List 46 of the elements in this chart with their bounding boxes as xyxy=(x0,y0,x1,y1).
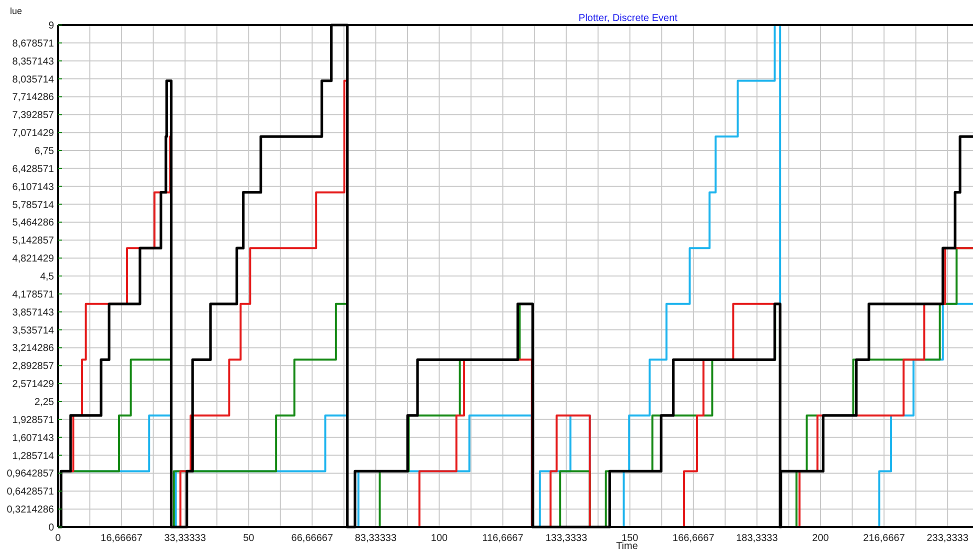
x-tick-label: 133,3333 xyxy=(545,533,588,544)
x-tick-label: 166,6667 xyxy=(672,533,715,544)
x-tick-label: 100 xyxy=(430,533,448,544)
y-tick-label: 1,928571 xyxy=(12,414,54,426)
x-tick-label: 200 xyxy=(812,533,830,544)
y-tick-label: 0,9642857 xyxy=(6,468,54,480)
y-tick-label: 1,607143 xyxy=(12,432,54,444)
y-tick-label: 2,892857 xyxy=(12,361,54,372)
x-tick-label: 83,33333 xyxy=(354,533,397,544)
y-tick-label: 6,75 xyxy=(34,146,54,157)
y-tick-label: 3,857143 xyxy=(12,307,54,318)
y-tick-label: 4,821429 xyxy=(12,254,54,265)
x-tick-label: 183,3333 xyxy=(736,533,778,544)
chart-title: Plotter, Discrete Event xyxy=(578,13,678,24)
y-tick-label: 1,285714 xyxy=(12,450,54,462)
x-tick-label: 33,33333 xyxy=(164,533,206,544)
y-tick-label: 0,3214286 xyxy=(6,504,54,516)
x-tick-label: 233,3333 xyxy=(926,533,969,544)
y-tick-label: 4,178571 xyxy=(12,289,54,300)
y-tick-label: 8,678571 xyxy=(12,38,54,50)
x-tick-label: 116,6667 xyxy=(482,533,524,544)
y-tick-label: 7,714286 xyxy=(12,92,54,104)
y-tick-label: 2,571429 xyxy=(12,379,54,390)
y-tick-label: 8,035714 xyxy=(12,74,54,86)
x-tick-label: 50 xyxy=(243,533,255,544)
y-tick-label: 3,214286 xyxy=(12,343,54,354)
y-tick-label: 8,357143 xyxy=(12,56,54,68)
y-axis-title: lue xyxy=(10,6,22,16)
y-tick-label: 6,428571 xyxy=(12,164,54,175)
y-tick-label: 0,6428571 xyxy=(6,486,54,498)
x-tick-label: 66,66667 xyxy=(291,533,334,544)
x-tick-label: 216,6667 xyxy=(863,533,906,544)
y-tick-label: 0 xyxy=(48,522,54,534)
y-tick-label: 7,071429 xyxy=(12,128,54,140)
y-tick-label: 5,464286 xyxy=(12,218,54,229)
x-tick-label: 0 xyxy=(55,533,62,544)
y-tick-label: 9 xyxy=(48,20,54,32)
x-tick-label: 16,66667 xyxy=(100,533,143,544)
y-tick-label: 4,5 xyxy=(40,272,54,282)
y-tick-label: 5,142857 xyxy=(12,236,54,247)
y-tick-label: 5,785714 xyxy=(12,200,54,211)
y-tick-label: 2,25 xyxy=(34,397,54,408)
y-tick-label: 6,107143 xyxy=(12,182,54,193)
y-tick-label: 3,535714 xyxy=(12,325,54,336)
y-tick-label: 7,392857 xyxy=(12,110,54,122)
x-axis-title: Time xyxy=(616,541,638,551)
